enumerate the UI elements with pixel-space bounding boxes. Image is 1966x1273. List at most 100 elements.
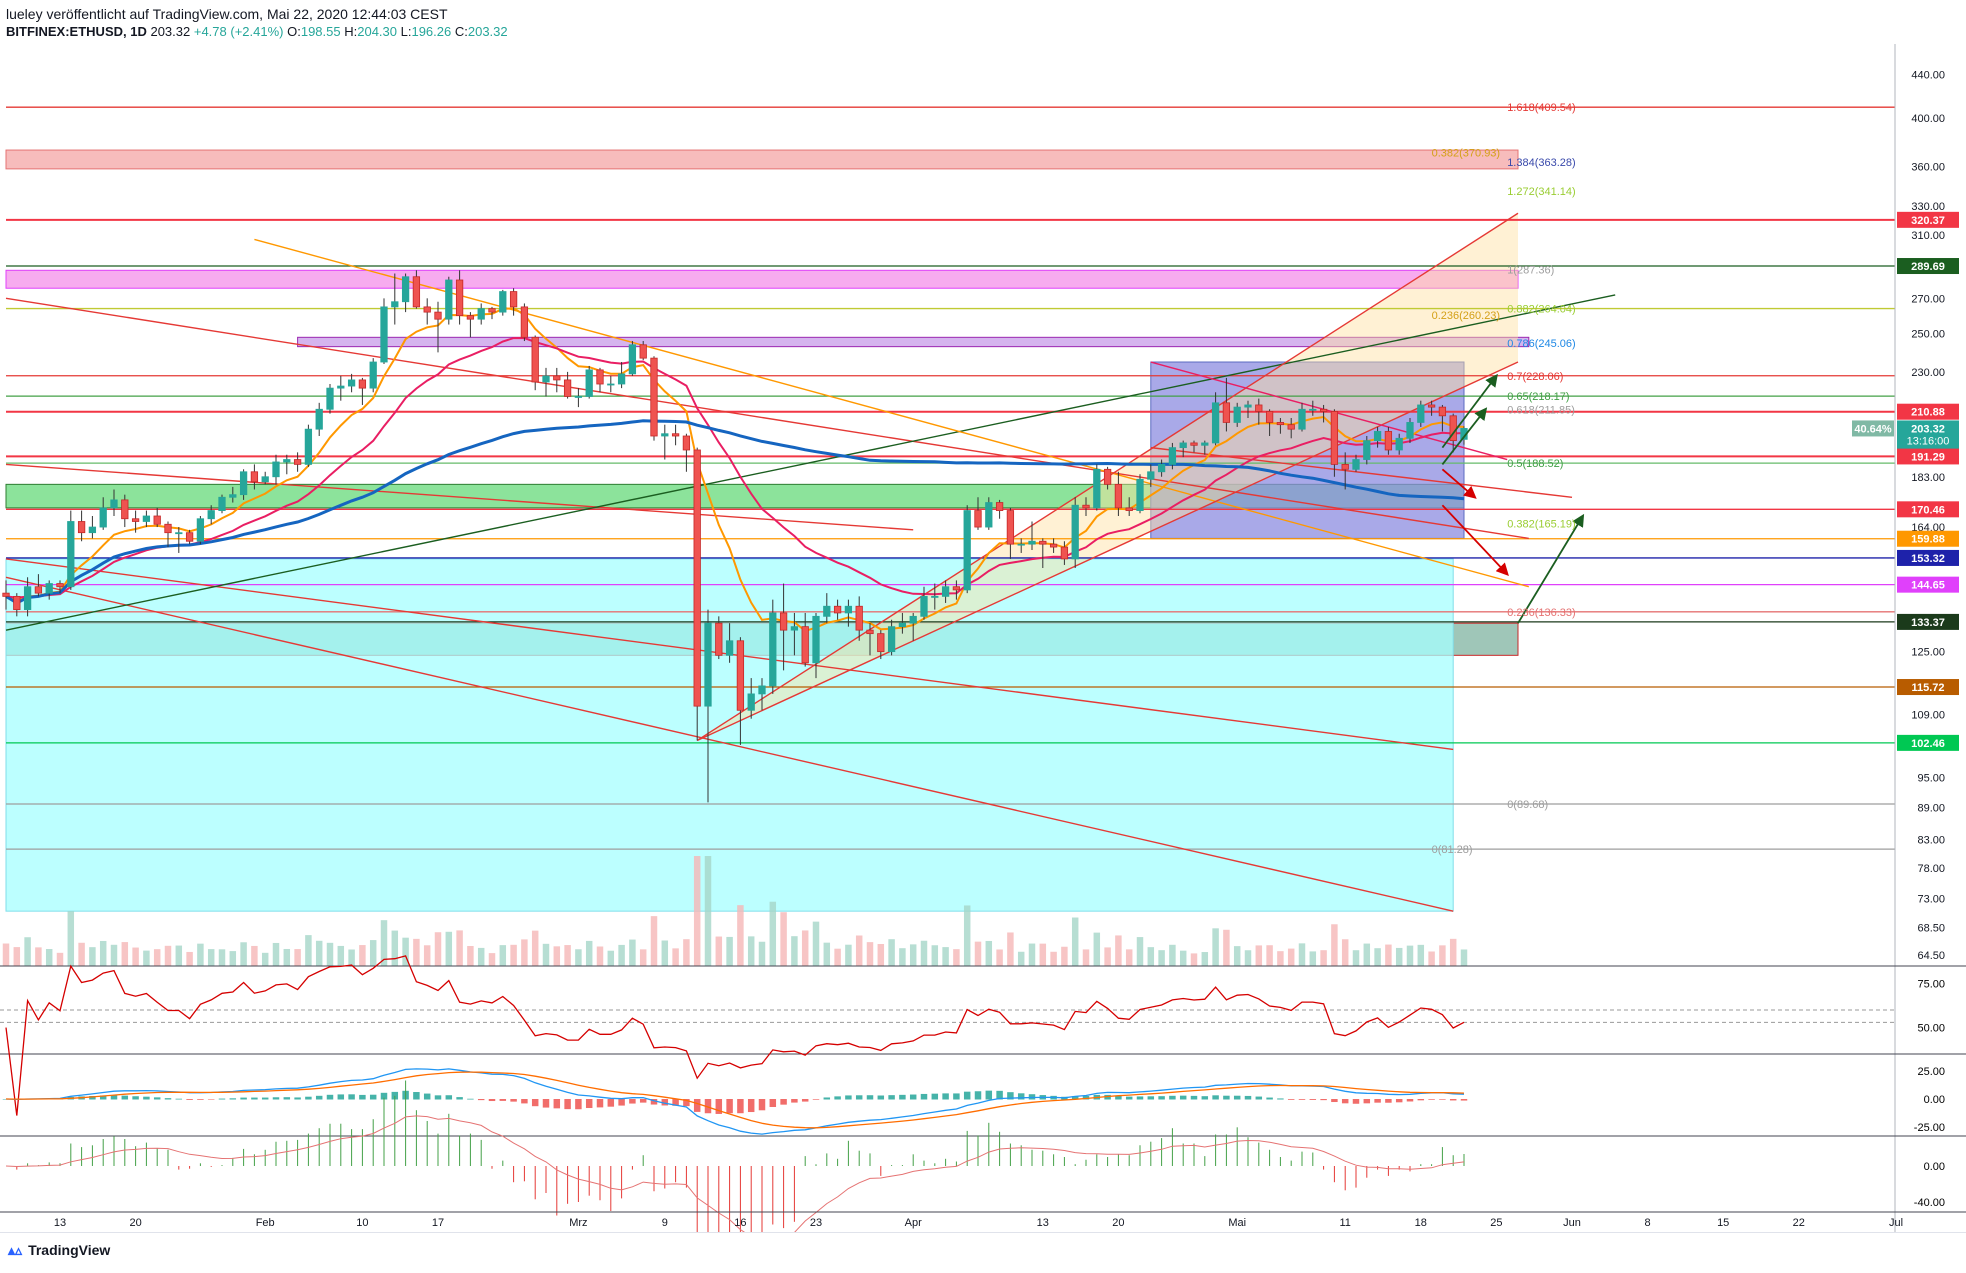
candle-body [661,433,669,437]
trend-line-5 [254,238,1529,588]
volume-bar [326,942,334,966]
tv-logo-icon: ▴▵ [8,1242,23,1258]
macd-histogram-bar [909,1094,917,1100]
candle-body [13,595,21,610]
volume-bar [1320,950,1327,966]
candle-body [347,379,356,387]
macd-histogram-bar [132,1096,139,1100]
candle-body [304,428,313,465]
macd-histogram-bar [650,1099,658,1105]
macd-histogram-bar [866,1095,874,1100]
price-tag-label: 170.46 [1911,504,1945,516]
macd-histogram-bar [1331,1099,1338,1103]
volume-bar [963,905,971,966]
fib-label: 1.384(363.28) [1507,157,1576,169]
volume-bar [1385,944,1392,966]
y-tick-label: 89.00 [1917,802,1945,814]
high-value: 204.30 [357,24,397,39]
volume-bar [1244,950,1252,966]
macd-histogram-bar [607,1099,615,1107]
macd-histogram-bar [521,1099,528,1104]
candle-body [293,459,302,465]
candle [887,619,896,656]
volume-bar [877,944,885,966]
candle-body [88,526,97,534]
volume-bar [207,949,215,966]
volume-bar [693,856,701,966]
macd-histogram-bar [229,1098,237,1100]
volume-bar [726,936,733,966]
candle-body [1125,507,1133,511]
candle [704,609,712,803]
macd-tick: 25.00 [1917,1066,1945,1078]
volume-bar [747,936,755,966]
trend-line-0 [5,463,914,531]
volume-bar [737,905,744,966]
macd-histogram-bar [186,1099,193,1100]
candle-body [380,306,388,363]
candle [715,616,723,660]
candle [758,678,766,711]
volume-bar [1125,949,1133,966]
candle [509,288,518,316]
brand-label: TradingView [28,1242,111,1258]
candle [1125,497,1133,516]
candle-body [23,586,32,610]
candle [445,276,453,325]
y-tick-label: 68.50 [1917,923,1945,935]
volume-bar [1233,946,1241,966]
volume-bar [1298,943,1306,966]
macd-histogram-bar [1158,1096,1165,1100]
candle [1082,497,1090,516]
macd-histogram-bar [164,1098,172,1100]
chart-footer: ▴▵ TradingView [0,1232,1966,1273]
candle [121,494,129,528]
candle-body [455,279,464,317]
candle-body [1157,463,1166,473]
x-tick-label: Apr [905,1217,922,1229]
candle-body [509,291,518,308]
macd-histogram-bar [1147,1096,1155,1100]
candle [99,497,107,530]
macd-histogram-bar [1287,1099,1295,1100]
price-tag-box [1897,576,1959,593]
macd-histogram-bar [305,1096,312,1100]
candle [855,596,863,641]
candle [801,612,809,667]
candle-body [1373,431,1382,442]
volume-bar [791,936,798,966]
volume-bar [186,951,193,966]
candle [1103,466,1112,490]
macd-histogram-bar [585,1099,593,1109]
candle-body [1276,422,1285,426]
candle-body [693,449,701,707]
volume-bar [1395,947,1403,966]
volume-bar [1417,944,1425,966]
macd-histogram-bar [629,1099,636,1104]
candle-body [790,626,799,631]
volume-bar [1179,950,1187,966]
y-tick-label: 183.00 [1911,472,1945,484]
candle-body [1395,437,1403,451]
candle [1287,418,1295,439]
volume-bar [553,946,561,966]
volume-bar [780,912,787,966]
macd-histogram-bar [1277,1098,1284,1100]
candle [250,464,259,490]
candle [1222,377,1231,432]
volume-bar [1460,949,1468,966]
fib-label: 0.7(228.06) [1507,371,1563,383]
candle [1039,538,1047,568]
candle [1201,440,1209,455]
macd-histogram-bar [315,1095,323,1100]
candle-body [488,308,496,313]
macd-histogram-bar [801,1099,809,1102]
zone-5 [5,558,1454,912]
volume-bar [1039,943,1047,966]
tradingview-logo[interactable]: ▴▵ TradingView [8,1242,110,1259]
symbol-label[interactable]: BITFINEX:ETHUSD, 1D [6,24,147,39]
candle [499,289,507,316]
macd-histogram-bar [197,1099,204,1100]
price-chart[interactable]: 1.618(409.54) 0.382(370.93) 1.384(363.28) 1… [0,44,1966,1232]
candle [412,270,421,309]
